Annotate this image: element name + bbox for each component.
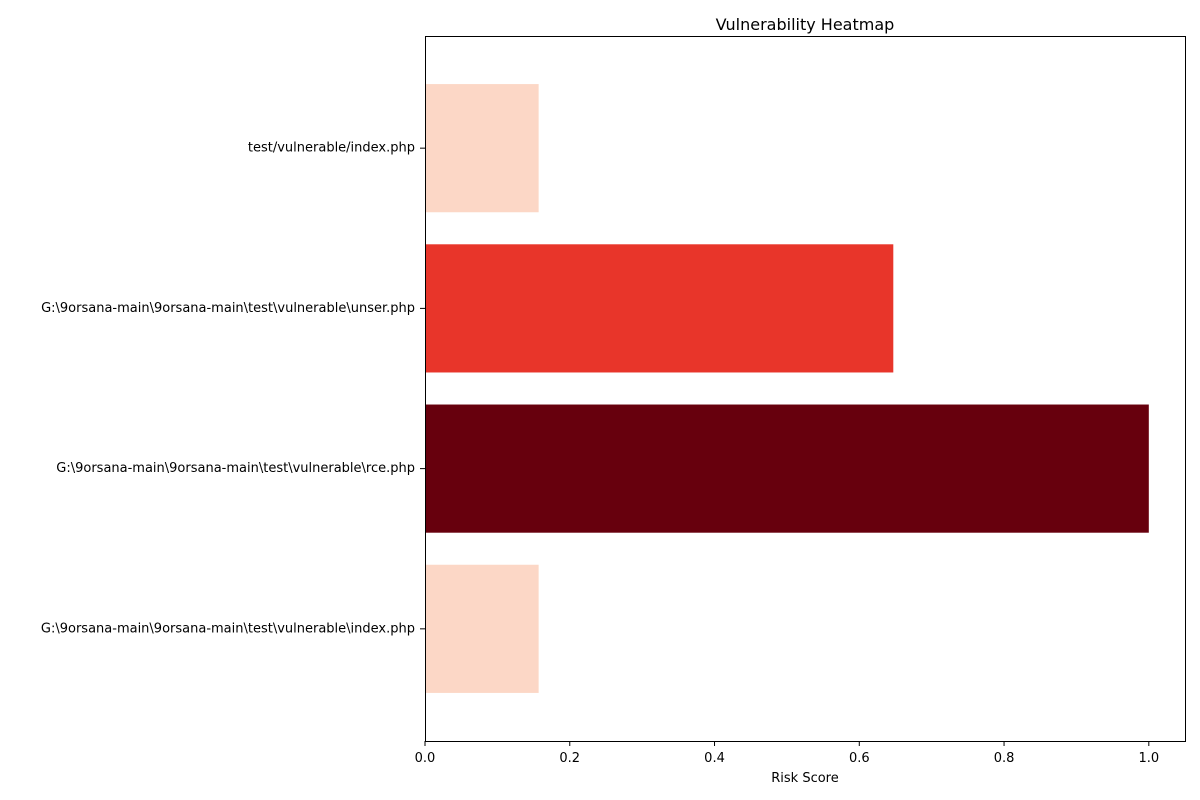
x-tick-label: 0.6: [849, 751, 870, 766]
x-tick-label: 0.2: [559, 751, 580, 766]
x-tick-label: 0.0: [415, 751, 436, 766]
y-axis: test/vulnerable/index.php G:\9orsana-main…: [41, 141, 425, 636]
bar: [425, 84, 539, 213]
y-tick-label: G:\9orsana-main\9orsana-main\test\vulner…: [56, 461, 415, 476]
bar: [425, 564, 539, 693]
y-tick-label: test/vulnerable/index.php: [248, 141, 415, 156]
x-tick-label: 0.4: [704, 751, 725, 766]
bar: [425, 244, 894, 373]
x-axis: 0.0 0.2 0.4 0.6 0.8 1.0: [415, 741, 1159, 766]
y-tick-label: G:\9orsana-main\9orsana-main\test\vulner…: [41, 301, 415, 316]
x-tick-label: 1.0: [1138, 751, 1159, 766]
bar: [425, 404, 1149, 533]
x-axis-title: Risk Score: [771, 771, 839, 786]
x-tick-label: 0.8: [994, 751, 1015, 766]
chart-title: Vulnerability Heatmap: [716, 15, 895, 34]
y-tick-label: G:\9orsana-main\9orsana-main\test\vulner…: [41, 621, 415, 636]
bars-group: [425, 84, 1149, 693]
plot-area-frame: [425, 36, 1186, 742]
